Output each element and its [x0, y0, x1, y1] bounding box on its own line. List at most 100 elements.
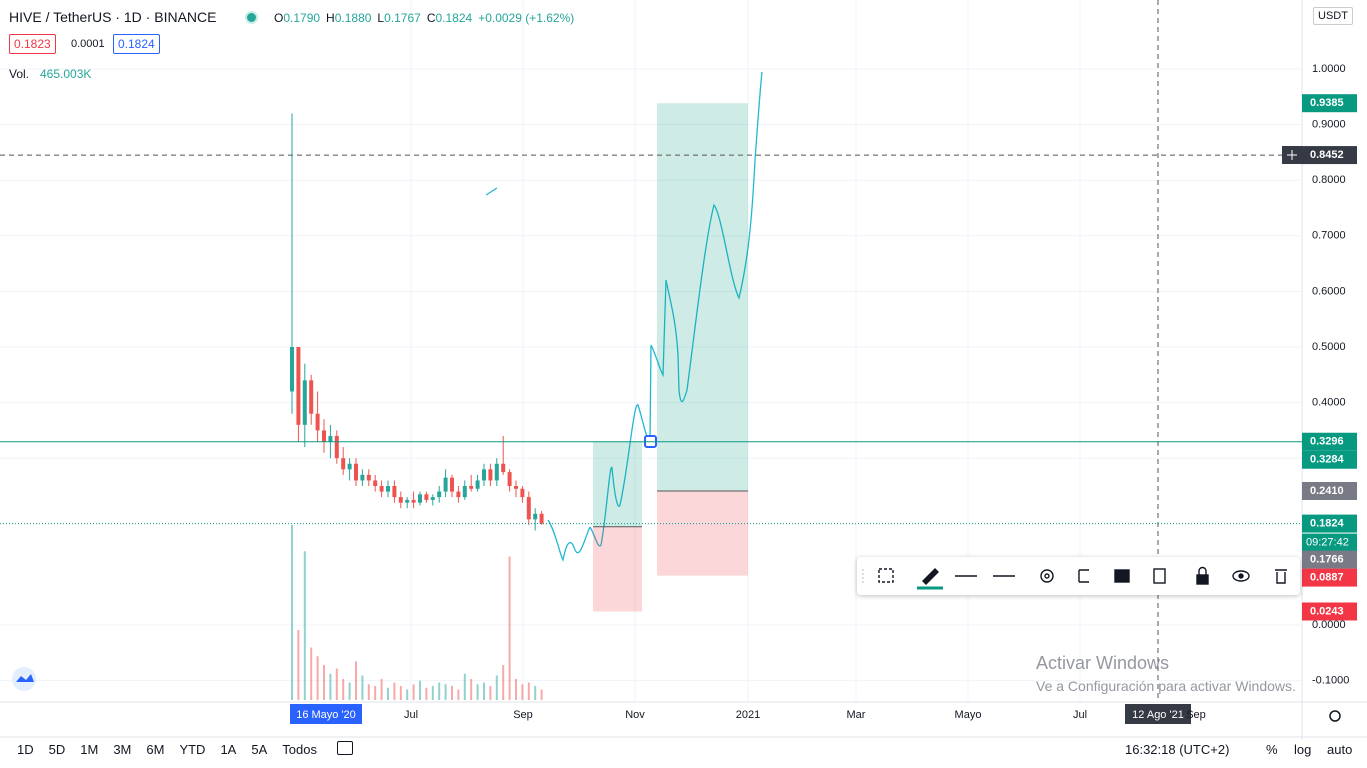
time-highlight [290, 704, 362, 724]
volume-bar [489, 686, 492, 700]
range-button[interactable]: 6M [146, 742, 165, 757]
price-label: 0.2410 [1310, 485, 1344, 497]
volume-bar [483, 682, 485, 700]
volume-bar [387, 687, 389, 700]
candle-body [315, 413, 320, 431]
price-label-bg [1302, 432, 1357, 451]
candle-body [443, 477, 448, 492]
log-toggle[interactable]: log [1294, 742, 1312, 757]
unit[interactable]: USDT [1313, 7, 1353, 25]
candle-body [475, 480, 480, 489]
candle-body [354, 463, 358, 481]
x-tick-label: Sep [513, 709, 533, 721]
y-tick-label: 0.8000 [1312, 174, 1346, 186]
price-label: 0.1766 [1310, 553, 1344, 565]
overlay: 1.0000 0.9000 0.8000 0.7000 0.6000 0.5000 0.40… [0, 63, 1357, 724]
ohlc-key: L [377, 11, 385, 25]
volume-bar [348, 682, 351, 700]
ohlc-value: 0.1824 [435, 11, 473, 25]
goto-date[interactable] [337, 741, 353, 755]
drawing [589, 71, 763, 547]
range-button[interactable]: YTD [179, 742, 206, 757]
y-tick-label: -0.1000 [1312, 675, 1349, 687]
countdown-bg [1302, 533, 1357, 552]
candle-body [488, 469, 493, 481]
percent-toggle[interactable]: % [1266, 742, 1278, 757]
volume-bar [412, 684, 415, 700]
range-button[interactable]: 3M [113, 742, 132, 757]
volume-bar [534, 686, 537, 700]
candle-body [398, 497, 403, 503]
price-label: 0.9385 [1310, 97, 1344, 109]
candle-body [507, 472, 512, 486]
volume-bar [495, 675, 498, 700]
auto-toggle[interactable]: auto [1327, 742, 1353, 757]
volume-bar [419, 680, 421, 700]
range-button[interactable]: Todos [282, 742, 317, 757]
profit-zone [657, 103, 748, 492]
volume-bar [502, 665, 505, 700]
volume-bar [399, 686, 402, 700]
logo-icon [16, 674, 34, 682]
ohlc-key: C [426, 11, 436, 25]
candle-body [430, 497, 435, 500]
price-label: 0.0243 [1310, 605, 1344, 617]
x-tick-label: 16 Mayo '20 [296, 709, 356, 721]
ohlc-value: 0.1790 [283, 11, 321, 25]
volume-bar [425, 687, 428, 700]
price-label-bg [1302, 568, 1357, 587]
brush-icon[interactable] [922, 568, 939, 585]
watermark-subtitle: Ve a Configuración para activar Windows. [1036, 678, 1296, 694]
volume-bar [508, 556, 511, 700]
candle-body [437, 491, 442, 498]
volume-bar [451, 686, 453, 700]
clock[interactable]: 16:32:18 (UTC+2) [1125, 742, 1230, 757]
loss-zone [657, 491, 748, 576]
x-tick-label: Sep [1186, 709, 1206, 721]
range-button[interactable]: 1D [17, 742, 34, 757]
candle-body [322, 430, 326, 442]
loss-zone [593, 526, 642, 612]
y-tick-label: 0.7000 [1312, 230, 1346, 242]
range-button[interactable]: 5A [251, 742, 268, 757]
candle-body [411, 499, 416, 503]
candle-body [386, 486, 390, 492]
volume-bar [310, 647, 313, 700]
candle-body [520, 488, 525, 498]
buy-price[interactable]: 0.1824 [113, 34, 160, 54]
candle-body [347, 463, 352, 470]
watermark-title: Activar Windows [1036, 653, 1170, 673]
range-button[interactable]: 1M [80, 742, 99, 757]
volume-bar [444, 684, 447, 700]
price-label-bg [1302, 450, 1357, 469]
price-label-bg [1302, 482, 1357, 501]
range-button[interactable]: 5D [48, 742, 66, 757]
candle-body [366, 474, 371, 481]
volume-bar [303, 551, 306, 700]
candle-body [424, 494, 429, 500]
candle-body [418, 494, 422, 503]
range-button[interactable]: 1A [220, 742, 237, 757]
vol-label: Vol. [9, 67, 30, 81]
plus-icon [1287, 150, 1297, 160]
volume-bar [476, 684, 479, 700]
time-highlight [1125, 704, 1191, 724]
price-label-bg [1302, 94, 1357, 113]
y-tick-label: 0.5000 [1312, 341, 1346, 353]
candle-body [392, 486, 397, 498]
drawing [485, 187, 498, 196]
candle-body [309, 380, 314, 414]
sell-price[interactable]: 0.1823 [9, 34, 56, 54]
volume-bar [355, 661, 357, 700]
candle-body [334, 435, 339, 459]
ranges: 1D 5D 1M 3M 6M YTD 1A 5A Todos [17, 742, 332, 757]
volume-bar [342, 679, 345, 700]
countdown: 09:27:42 [1306, 536, 1349, 548]
x-tick-label: 12 Ago '21 [1132, 709, 1184, 721]
volume-bar [521, 684, 524, 700]
template-icon[interactable] [878, 568, 894, 583]
settings[interactable] [1329, 710, 1341, 722]
candle-body [296, 347, 301, 425]
volume-bar [380, 679, 383, 700]
candle-body [405, 499, 410, 503]
